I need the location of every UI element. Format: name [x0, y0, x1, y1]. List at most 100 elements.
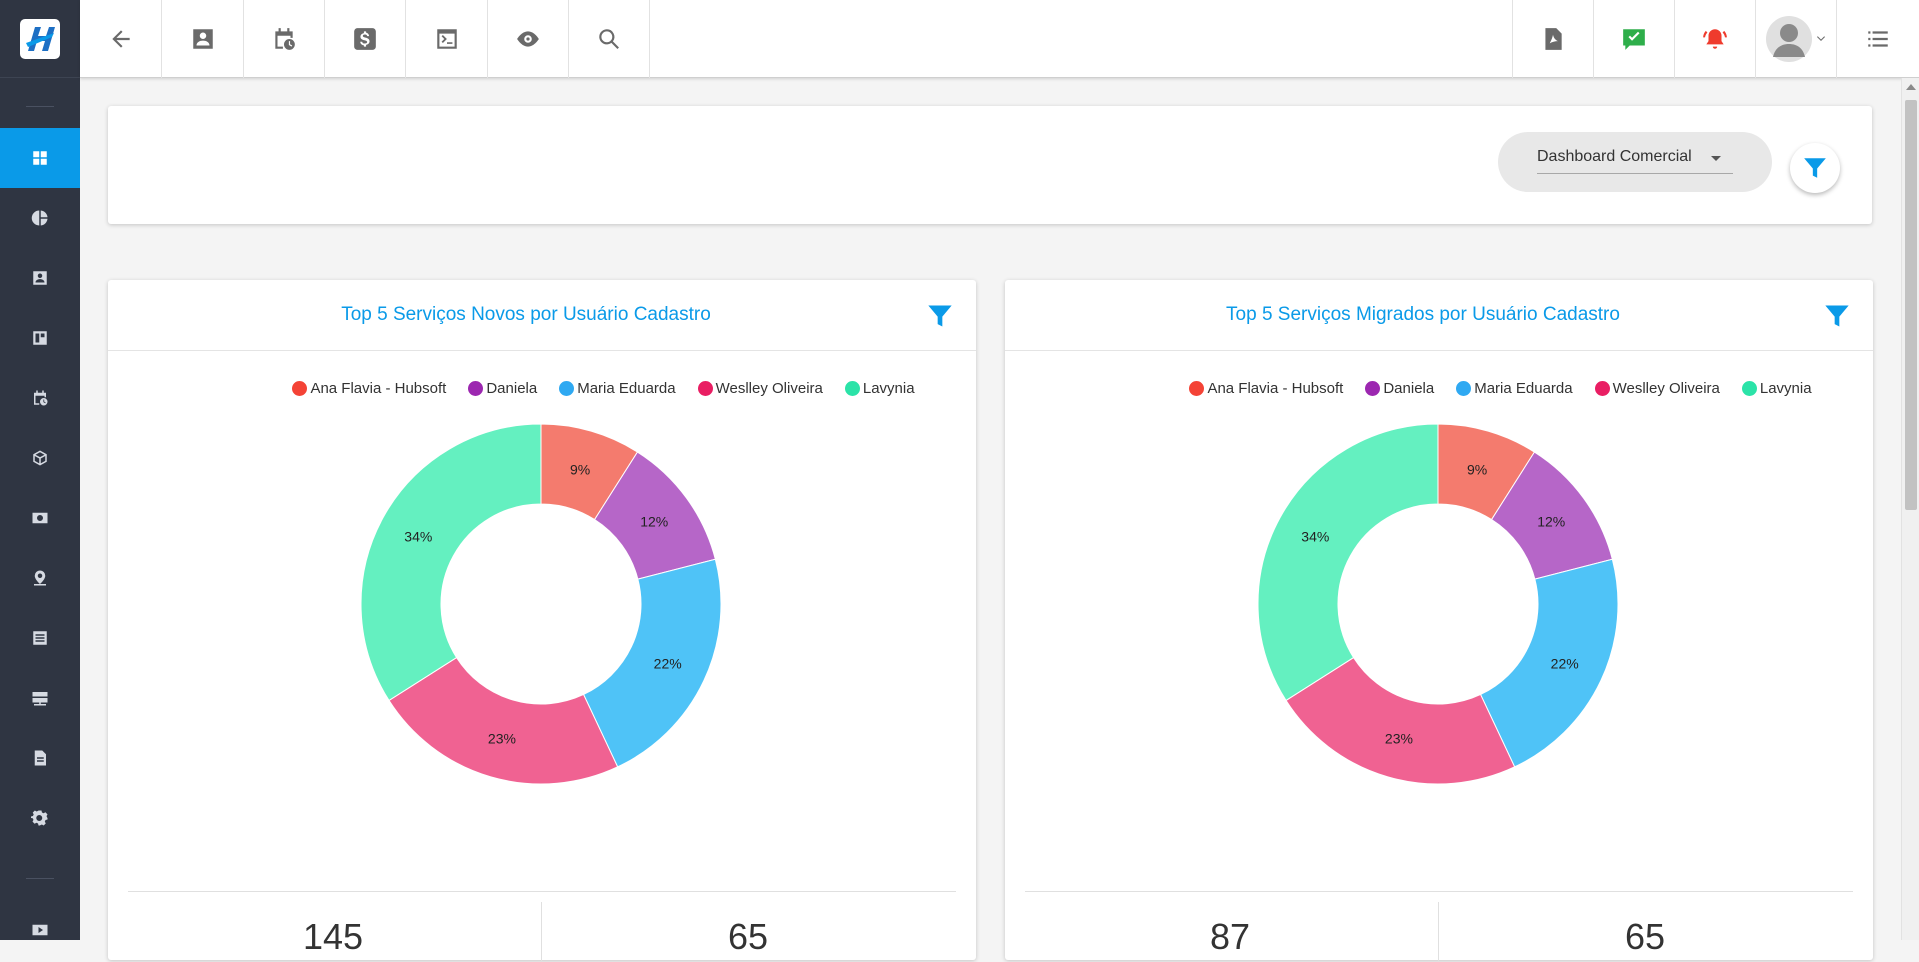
filter-button[interactable]: [1790, 143, 1840, 193]
legend-item[interactable]: Ana Flavia - Hubsoft: [1189, 380, 1343, 397]
sidebar-item-charts[interactable]: [0, 188, 80, 248]
dropdown-caret-icon: [1711, 156, 1721, 161]
legend-label: Ana Flavia - Hubsoft: [1207, 380, 1344, 397]
legend-item[interactable]: Maria Eduarda: [1456, 380, 1573, 397]
chart-legend: Ana Flavia - Hubsoft Daniela Maria Eduar…: [1005, 380, 1873, 397]
contact-card-icon: [192, 29, 213, 49]
donut-slice[interactable]: [582, 558, 722, 768]
eye-icon: [517, 31, 539, 47]
view-button[interactable]: [488, 0, 569, 78]
scroll-up-arrow[interactable]: [1906, 84, 1916, 90]
sidebar-item-video[interactable]: [0, 900, 80, 960]
dashboard-select-field[interactable]: Dashboard Comercial: [1537, 148, 1733, 174]
legend-item[interactable]: Lavynia: [1741, 380, 1812, 397]
kpi-separator: [1438, 902, 1439, 962]
legend-label: Lavynia: [862, 380, 915, 397]
donut-slice[interactable]: [388, 656, 619, 785]
customers-button[interactable]: [162, 0, 244, 78]
legend-label: Maria Eduarda: [1474, 380, 1573, 397]
file-icon: [34, 750, 46, 766]
legend-item[interactable]: Maria Eduarda: [559, 380, 676, 397]
page-scrollbar[interactable]: [1901, 78, 1919, 940]
sidebar-item-dashboard[interactable]: [0, 128, 80, 188]
legend-item[interactable]: Weslley Oliveira: [1594, 380, 1720, 397]
sidebar-item-map[interactable]: [0, 548, 80, 608]
sidebar-item-network[interactable]: [0, 668, 80, 728]
card-header: Top 5 Serviços Migrados por Usuário Cada…: [1005, 280, 1873, 351]
legend-label: Weslley Oliveira: [1612, 380, 1720, 397]
kpi-divider: [1025, 891, 1853, 892]
board-icon: [33, 331, 47, 345]
hubsoft-logo[interactable]: [20, 18, 60, 59]
terminal-icon: [436, 29, 457, 49]
slice-label: 12%: [1537, 514, 1565, 530]
dashboard-select[interactable]: Dashboard Comercial: [1498, 132, 1772, 192]
dashboard-filter-card: Dashboard Comercial: [108, 106, 1872, 224]
donut-slice[interactable]: [1257, 423, 1439, 702]
map-pin-icon: [34, 570, 46, 586]
sidebar-item-customers[interactable]: [0, 248, 80, 308]
contact-card-icon: [33, 271, 47, 285]
dollar-icon: [354, 28, 376, 50]
tasks-button[interactable]: [1593, 0, 1674, 78]
card-title: Top 5 Serviços Migrados por Usuário Cada…: [1226, 304, 1620, 325]
legend-item[interactable]: Daniela: [1365, 380, 1434, 397]
card-header: Top 5 Serviços Novos por Usuário Cadastr…: [108, 280, 976, 351]
donut-slice[interactable]: [1479, 558, 1619, 768]
legend-label: Daniela: [486, 380, 538, 397]
dashboard-select-value: Dashboard Comercial: [1537, 148, 1692, 165]
pdf-icon: [1545, 28, 1562, 50]
scroll-thumb[interactable]: [1905, 100, 1917, 510]
back-button[interactable]: [80, 0, 162, 78]
user-avatar-icon: [1766, 16, 1812, 62]
legend-swatch: [559, 381, 575, 396]
gear-icon: [31, 810, 48, 826]
slice-label: 22%: [1551, 656, 1579, 672]
user-menu[interactable]: [1755, 0, 1836, 78]
chevron-down-icon: [1817, 36, 1825, 41]
logo-area: [0, 0, 80, 78]
legend-label: Lavynia: [1759, 380, 1812, 397]
sidebar-item-settings[interactable]: [0, 788, 80, 848]
sidebar-item-schedule[interactable]: [0, 368, 80, 428]
filter-icon: [1825, 305, 1849, 327]
search-button[interactable]: [569, 0, 650, 78]
hubsoft-logo-mark: [26, 26, 55, 51]
sidebar-item-finance[interactable]: [0, 488, 80, 548]
legend-swatch: [1189, 381, 1205, 396]
chart-legend: Ana Flavia - Hubsoft Daniela Maria Eduar…: [108, 380, 976, 397]
kpi-value-right: 65: [727, 916, 769, 957]
card-filter-button[interactable]: [926, 302, 954, 330]
legend-label: Weslley Oliveira: [715, 380, 823, 397]
money-icon: [32, 512, 48, 524]
sidebar-item-products[interactable]: [0, 428, 80, 488]
sidebar-item-documents[interactable]: [0, 728, 80, 788]
schedule-button[interactable]: [244, 0, 325, 78]
sidebar-item-reports[interactable]: [0, 608, 80, 668]
search-icon: [599, 29, 619, 49]
sidebar-item-board[interactable]: [0, 308, 80, 368]
legend-item[interactable]: Ana Flavia - Hubsoft: [292, 380, 446, 397]
menu-button[interactable]: [1836, 0, 1919, 78]
finance-button[interactable]: [325, 0, 406, 78]
terminal-button[interactable]: [406, 0, 488, 78]
pie-chart-icon: [31, 210, 48, 226]
donut-slice[interactable]: [1285, 656, 1516, 785]
legend-swatch: [844, 381, 860, 396]
pdf-button[interactable]: [1512, 0, 1593, 78]
card-filter-button[interactable]: [1823, 302, 1851, 330]
donut-slice[interactable]: [360, 423, 542, 702]
slice-label: 9%: [1467, 462, 1487, 478]
list-menu-icon: [1868, 31, 1888, 47]
alerts-button[interactable]: [1674, 0, 1755, 78]
legend-item[interactable]: Daniela: [468, 380, 537, 397]
kpi-value-right: 65: [1624, 916, 1666, 957]
legend-label: Daniela: [1383, 380, 1435, 397]
document-list-icon: [33, 631, 47, 645]
legend-item[interactable]: Weslley Oliveira: [697, 380, 823, 397]
sidebar: [0, 0, 80, 940]
legend-label: Ana Flavia - Hubsoft: [310, 380, 447, 397]
slice-label: 23%: [1385, 730, 1413, 746]
legend-item[interactable]: Lavynia: [844, 380, 915, 397]
sidebar-separator: [26, 106, 54, 107]
